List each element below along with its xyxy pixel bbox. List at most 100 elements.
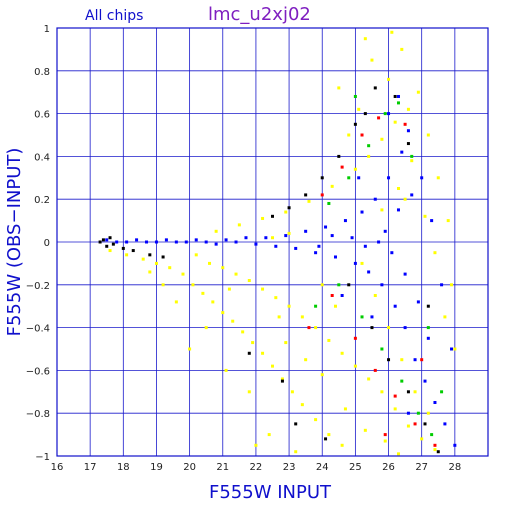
data-point xyxy=(363,112,367,116)
y-axis-label: F555W (OBS−INPUT) xyxy=(4,148,25,337)
data-point xyxy=(353,336,357,340)
data-point xyxy=(327,201,331,205)
data-point xyxy=(353,261,357,265)
data-point xyxy=(416,90,420,94)
x-tick-label: 27 xyxy=(415,462,428,473)
x-tick-label: 21 xyxy=(216,462,229,473)
data-point xyxy=(135,238,139,242)
data-point xyxy=(403,272,407,276)
data-point xyxy=(221,266,225,270)
data-point xyxy=(373,197,377,201)
data-point xyxy=(164,238,168,242)
data-point xyxy=(254,242,258,246)
data-point xyxy=(363,37,367,41)
data-point xyxy=(224,368,228,372)
chart-title: lmc_u2xj02 xyxy=(208,4,311,25)
data-point xyxy=(380,208,384,212)
data-point xyxy=(337,283,341,287)
data-point xyxy=(294,422,298,426)
data-point xyxy=(204,240,208,244)
point-series xyxy=(98,86,440,454)
data-point xyxy=(453,347,457,351)
data-point xyxy=(416,300,420,304)
data-point xyxy=(284,234,288,238)
data-point xyxy=(261,287,265,291)
data-point xyxy=(357,176,361,180)
data-point xyxy=(380,283,384,287)
data-point xyxy=(254,443,258,447)
data-point xyxy=(380,347,384,351)
data-point xyxy=(105,244,109,248)
data-point xyxy=(406,411,410,415)
x-tick-label: 19 xyxy=(150,462,163,473)
data-point xyxy=(426,336,430,340)
data-point xyxy=(337,154,341,158)
data-point xyxy=(307,326,311,330)
data-point xyxy=(208,261,212,265)
data-point xyxy=(317,244,321,248)
data-point xyxy=(234,272,238,276)
data-point xyxy=(426,133,430,137)
data-point xyxy=(161,283,165,287)
data-point xyxy=(261,216,265,220)
data-point xyxy=(340,351,344,355)
data-point xyxy=(294,450,298,454)
data-point xyxy=(320,283,324,287)
y-tick-label: 0 xyxy=(44,238,50,249)
data-point xyxy=(450,283,454,287)
data-point xyxy=(443,422,447,426)
data-point xyxy=(280,379,284,383)
data-point xyxy=(377,116,381,120)
y-tick-labels: −1 −0.8 −0.6 −0.4 −0.2 0 0.2 0.4 0.6 0.8 1 xyxy=(26,24,50,463)
data-point xyxy=(340,165,344,169)
data-point xyxy=(247,351,251,355)
data-point xyxy=(353,122,357,126)
data-point xyxy=(181,272,185,276)
data-point xyxy=(333,304,337,308)
data-point xyxy=(403,326,407,330)
x-tick-label: 22 xyxy=(250,462,263,473)
data-point xyxy=(353,94,357,98)
data-point xyxy=(154,240,158,244)
data-point xyxy=(403,122,407,126)
data-point xyxy=(294,246,298,250)
data-point xyxy=(373,86,377,90)
data-point xyxy=(393,304,397,308)
data-point xyxy=(125,240,129,244)
data-point xyxy=(403,197,407,201)
data-point xyxy=(416,411,420,415)
data-point xyxy=(211,300,215,304)
data-point xyxy=(383,433,387,437)
x-tick-labels: 16 17 18 19 20 21 22 23 24 25 26 27 28 xyxy=(51,462,462,473)
data-point xyxy=(420,358,424,362)
x-tick-label: 18 xyxy=(117,462,130,473)
data-point xyxy=(426,304,430,308)
data-point xyxy=(423,422,427,426)
data-point xyxy=(440,390,444,394)
data-point xyxy=(396,208,400,212)
data-point xyxy=(353,167,357,171)
data-point xyxy=(396,452,400,456)
data-point xyxy=(274,244,278,248)
data-point xyxy=(433,401,437,404)
data-point xyxy=(141,257,145,261)
data-point xyxy=(433,251,437,255)
data-point xyxy=(287,206,291,210)
data-point xyxy=(287,304,291,308)
data-point xyxy=(383,112,387,116)
data-point xyxy=(251,341,255,345)
data-point xyxy=(413,422,417,426)
data-point xyxy=(204,326,208,330)
x-tick-label: 23 xyxy=(283,462,296,473)
data-point xyxy=(406,129,410,133)
data-point xyxy=(347,176,351,180)
data-point xyxy=(360,315,364,319)
data-point xyxy=(387,112,391,116)
data-point xyxy=(307,199,311,203)
point-series xyxy=(108,30,457,456)
data-point xyxy=(121,246,125,250)
data-point xyxy=(363,244,367,248)
data-point xyxy=(314,326,318,330)
data-point xyxy=(174,300,178,304)
data-point xyxy=(410,159,414,163)
